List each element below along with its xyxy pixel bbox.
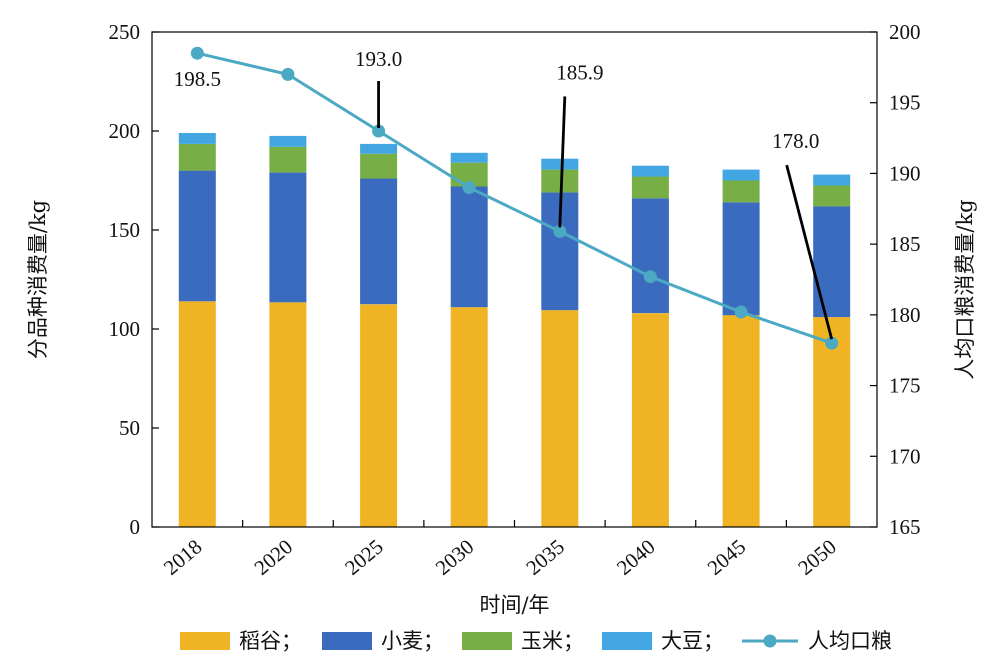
- annotations-layer: 198.5 193.0 185.9 178.0: [174, 47, 834, 340]
- line-layer: [190, 46, 839, 350]
- y-tick-label: 0: [130, 515, 141, 539]
- bar-2020-series-3: [269, 135, 307, 147]
- annotation-label-2018: 198.5: [174, 67, 221, 91]
- bar-2025-series-1: [360, 178, 398, 305]
- line-point-2040: [643, 270, 657, 284]
- bar-2040-series-1: [631, 198, 669, 314]
- x-tick-label: 2020: [250, 534, 298, 579]
- bar-2050-series-3: [813, 174, 851, 186]
- x-tick-label: 2030: [431, 534, 479, 579]
- bar-2050-series-2: [813, 185, 851, 207]
- bar-2035-series-2: [541, 169, 579, 193]
- annotation-label-2025: 193.0: [355, 47, 402, 71]
- y2-tick-label: 170: [889, 444, 921, 468]
- line-point-2025: [372, 124, 386, 138]
- bar-2050-series-0: [813, 317, 851, 527]
- bar-2018-series-3: [178, 133, 216, 144]
- x-tick-label: 2045: [703, 534, 751, 579]
- bar-2050-series-1: [813, 206, 851, 318]
- line-series-path: [196, 51, 833, 345]
- legend-label-series-2: 玉米；: [521, 629, 584, 653]
- legend-line-marker: [763, 634, 777, 648]
- bar-2020-series-1: [269, 172, 307, 303]
- bar-2045-series-1: [722, 202, 760, 316]
- annotation-label-2050: 178.0: [772, 129, 819, 153]
- legend-label-series-3: 大豆；: [661, 629, 724, 653]
- y2-axis-title: 人均口粮消费量/kg: [953, 199, 977, 379]
- bar-2025-series-2: [360, 153, 398, 179]
- line-point-2018: [190, 46, 204, 60]
- x-tick-label: 2035: [521, 534, 569, 579]
- line-point-2035: [553, 224, 567, 238]
- x-tick-label: 2050: [793, 534, 841, 579]
- x-axis-title: 时间/年: [479, 593, 549, 617]
- x-tick-label: 2040: [612, 534, 660, 579]
- line-point-2030: [462, 181, 476, 195]
- bar-2045-series-3: [722, 169, 760, 181]
- x-tick-label: 2018: [159, 534, 207, 579]
- legend-swatch-series-2: [462, 632, 512, 650]
- legend-label-series-1: 小麦；: [381, 629, 444, 653]
- bar-2020-series-2: [269, 146, 307, 173]
- line-point-2045: [734, 305, 748, 319]
- legend-swatch-series-1: [322, 632, 372, 650]
- bar-2020-series-0: [269, 302, 307, 527]
- bar-2025-series-0: [360, 304, 398, 528]
- bar-2018-series-0: [178, 301, 216, 527]
- bar-2040-series-0: [631, 313, 669, 527]
- x-tick-label: 2025: [340, 534, 388, 579]
- annotation-leader-2035: [558, 96, 567, 228]
- y-tick-label: 250: [109, 20, 141, 44]
- y-tick-label: 50: [119, 416, 140, 440]
- y2-tick-label: 165: [889, 515, 921, 539]
- y2-tick-label: 185: [889, 232, 921, 256]
- legend-label-line: 人均口粮: [808, 629, 892, 653]
- y2-tick-label: 200: [889, 20, 921, 44]
- y2-tick-label: 195: [889, 91, 921, 115]
- bar-2045-series-2: [722, 180, 760, 203]
- bar-2025-series-3: [360, 143, 398, 154]
- y-tick-label: 200: [109, 119, 141, 143]
- line-point-2020: [281, 67, 295, 81]
- bar-2035-series-3: [541, 158, 579, 170]
- line-point-2050: [825, 336, 839, 350]
- legend-swatch-series-3: [602, 632, 652, 650]
- bar-2040-series-3: [631, 165, 669, 177]
- y2-tick-label: 180: [889, 303, 921, 327]
- bar-2018-series-1: [178, 170, 216, 302]
- bar-2045-series-0: [722, 315, 760, 527]
- y-tick-label: 150: [109, 218, 141, 242]
- legend-swatch-series-0: [180, 632, 230, 650]
- y2-tick-label: 190: [889, 161, 921, 185]
- bar-2040-series-2: [631, 176, 669, 199]
- legend-label-series-0: 稻谷；: [239, 629, 302, 653]
- y2-tick-label: 175: [889, 374, 921, 398]
- bar-2030-series-0: [450, 307, 488, 527]
- bar-2035-series-0: [541, 310, 579, 527]
- bar-2030-series-3: [450, 152, 488, 163]
- y-axis-title: 分品种消费量/kg: [26, 200, 50, 359]
- bars-layer: [178, 133, 851, 528]
- bar-2018-series-2: [178, 143, 216, 171]
- bar-2030-series-1: [450, 186, 488, 308]
- y-tick-label: 100: [109, 317, 141, 341]
- plot-frame: [151, 31, 878, 528]
- annotation-leader-2050: [785, 164, 834, 340]
- annotation-label-2035: 185.9: [556, 60, 603, 84]
- legend: 稻谷； 小麦； 玉米； 大豆； 人均口粮: [180, 629, 892, 653]
